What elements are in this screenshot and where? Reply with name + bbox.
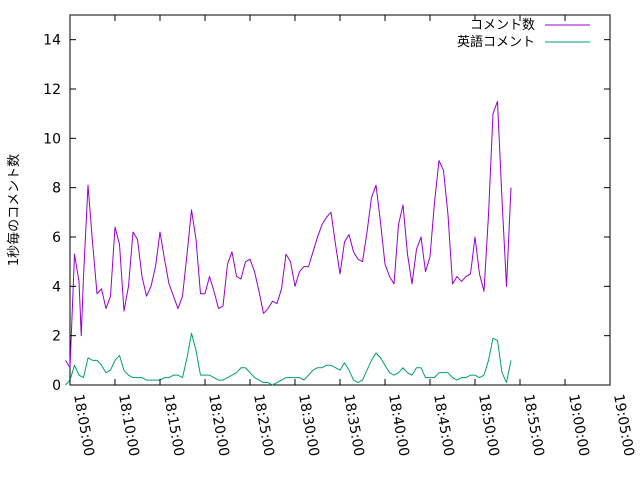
- plot-border: [69, 14, 611, 386]
- x-tick-label: 18:05:00: [70, 393, 97, 458]
- x-tick-label: 19:00:00: [565, 393, 592, 458]
- x-tick-label: 18:25:00: [250, 393, 277, 458]
- y-tick-label: 10: [43, 131, 61, 147]
- y-tick-label: 0: [52, 378, 61, 394]
- y-tick-label: 4: [52, 279, 61, 295]
- y-tick-label: 12: [43, 82, 61, 98]
- x-tick-label: 18:10:00: [115, 393, 142, 458]
- series-line-1: [65, 332, 512, 386]
- series-layer: [65, 100, 512, 386]
- y-axis: 0 2 4 6 8 10 12 14: [43, 33, 610, 394]
- y-tick-label: 2: [52, 329, 61, 345]
- y-tick-label: 8: [52, 181, 61, 197]
- legend-label-0: コメント数: [470, 18, 535, 33]
- x-tick-label: 18:45:00: [430, 393, 457, 458]
- x-tick-label: 18:35:00: [340, 393, 367, 458]
- series-line-0: [65, 100, 512, 369]
- y-tick-label: 6: [52, 230, 61, 246]
- y-tick-label: 14: [43, 33, 61, 49]
- y-axis-title: 1秒毎のコメント数: [6, 154, 22, 266]
- x-tick-label: 18:55:00: [520, 393, 547, 458]
- x-tick-label: 18:20:00: [205, 393, 232, 458]
- x-tick-label: 18:50:00: [475, 393, 502, 458]
- x-axis: 18:05:00 18:10:00 18:15:00 18:20:00 18:25:00…: [69, 15, 637, 458]
- x-tick-label: 18:30:00: [295, 393, 322, 458]
- x-tick-label: 19:05:00: [610, 393, 637, 458]
- x-tick-label: 18:15:00: [160, 393, 187, 458]
- legend-label-1: 英語コメント: [457, 34, 535, 50]
- x-tick-label: 18:40:00: [385, 393, 412, 458]
- plot-area: [69, 14, 611, 386]
